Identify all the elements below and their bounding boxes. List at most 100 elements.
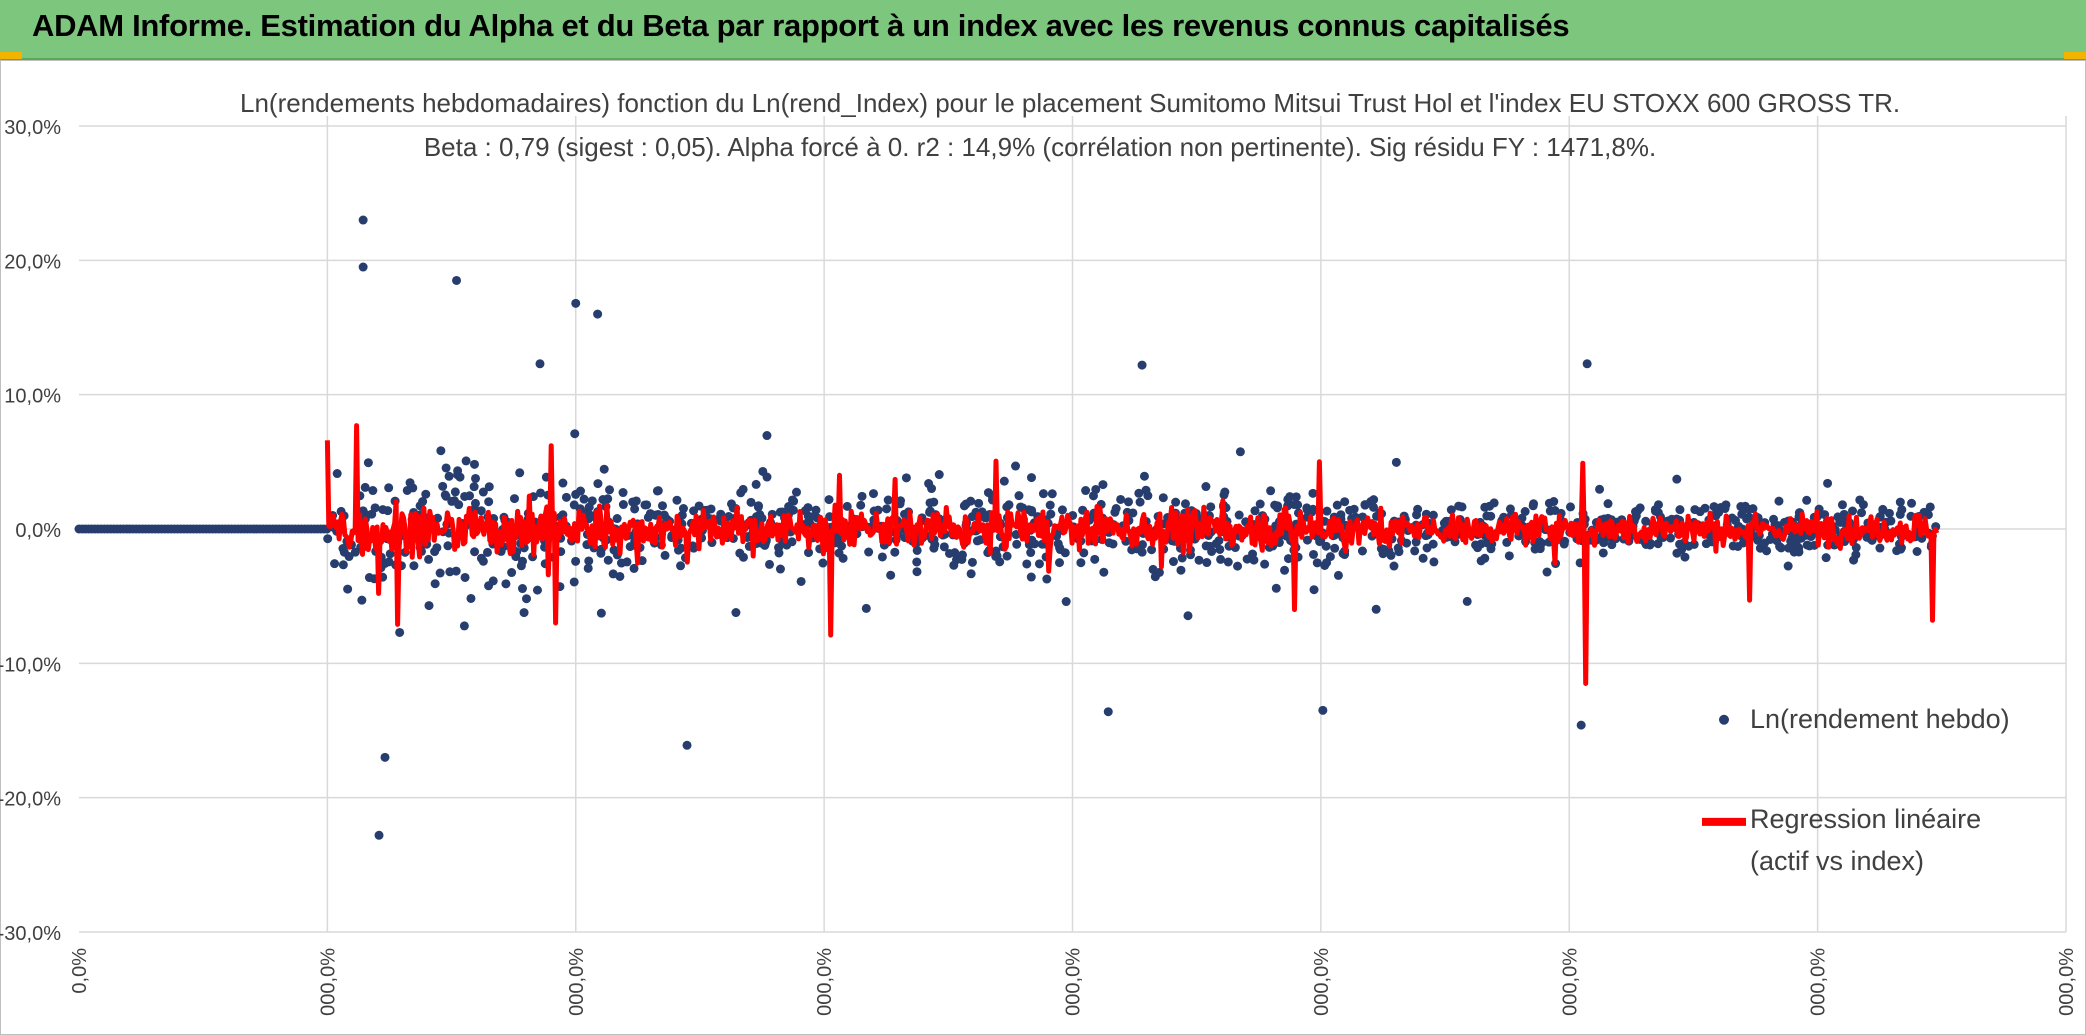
scatter-point <box>811 505 821 515</box>
scatter-point <box>682 740 692 750</box>
scatter-point <box>323 534 333 544</box>
scatter-point <box>571 556 581 566</box>
scatter-point <box>1595 484 1605 494</box>
scatter-point <box>1103 707 1113 717</box>
scatter-point <box>350 547 360 557</box>
scatter-point <box>517 584 527 594</box>
scatter-point <box>338 560 348 570</box>
scatter-point <box>1135 497 1145 507</box>
scatter-point <box>1486 544 1496 554</box>
scatter-point <box>991 546 1001 556</box>
scatter-point <box>384 557 394 567</box>
scatter-point <box>1280 565 1290 575</box>
scatter-point <box>596 608 606 618</box>
scatter-point <box>1235 447 1245 457</box>
scatter-point <box>460 572 470 582</box>
scatter-point <box>1542 567 1552 577</box>
scatter-point <box>912 567 922 577</box>
scatter-point <box>1026 548 1036 558</box>
scatter-point <box>1180 499 1190 509</box>
scatter-point <box>569 577 579 587</box>
scatter-point <box>1018 503 1028 513</box>
scatter-point <box>593 479 603 489</box>
scatter-point <box>1857 508 1867 518</box>
scatter-point <box>1476 556 1486 566</box>
y-tick-label: 30,0% <box>4 117 61 139</box>
scatter-point <box>363 458 373 468</box>
scatter-point <box>1760 538 1770 548</box>
scatter-point <box>1728 541 1738 551</box>
scatter-point <box>432 543 442 553</box>
scatter-point <box>1389 561 1399 571</box>
scatter-point <box>501 579 511 589</box>
scatter-point <box>1410 546 1420 556</box>
scatter-point <box>1308 549 1318 559</box>
scatter-point <box>877 552 887 562</box>
scatter-point <box>689 506 699 516</box>
scatter-point <box>966 569 976 579</box>
scatter-point <box>1260 559 1270 569</box>
scatter-point <box>466 593 476 603</box>
scatter-point <box>678 504 688 514</box>
scatter-point <box>787 537 797 547</box>
scatter-point <box>558 478 568 488</box>
scatter-point <box>1183 611 1193 621</box>
scatter-point <box>1321 541 1331 551</box>
scatter-point <box>1255 499 1265 509</box>
scatter-point <box>1034 559 1044 569</box>
scatter-point <box>484 497 494 507</box>
scatter-point <box>424 554 434 564</box>
scatter-point <box>1907 498 1917 508</box>
scatter-point <box>1099 567 1109 577</box>
scatter-point <box>1393 543 1403 553</box>
scatter-point <box>818 558 828 568</box>
x-tick-label: 0,0% <box>69 948 91 994</box>
x-tick-label: 000,0% <box>1808 948 1830 1016</box>
scatter-point <box>476 553 486 563</box>
scatter-point <box>358 215 368 225</box>
report-banner: ADAM Informe. Estimation du Alpha et du … <box>0 0 2086 60</box>
report-title: ADAM Informe. Estimation du Alpha et du … <box>32 8 1570 43</box>
scatter-point <box>1784 543 1794 553</box>
scatter-point <box>368 486 378 496</box>
scatter-point <box>1249 555 1259 565</box>
scatter-point <box>784 502 794 512</box>
scatter-point <box>1061 597 1071 607</box>
scatter-point <box>1046 509 1056 519</box>
scatter-point <box>838 553 848 563</box>
scatter-point <box>1026 473 1036 483</box>
scatter-point <box>652 486 662 496</box>
scatter-point <box>1528 501 1538 511</box>
scatter-point <box>912 557 922 567</box>
chart-title: Ln(rendements hebdomadaires) fonction du… <box>240 88 1901 118</box>
scatter-point <box>469 459 479 469</box>
scatter-point <box>868 489 878 499</box>
scatter-point <box>1047 489 1057 499</box>
scatter-point <box>1332 500 1342 510</box>
scatter-point <box>1821 553 1831 563</box>
scatter-point <box>1011 461 1021 471</box>
scatter-point <box>1285 492 1295 502</box>
scatter-point <box>864 547 874 557</box>
scatter-point <box>731 608 741 618</box>
scatter-point <box>1730 516 1740 526</box>
scatter-point <box>738 484 748 494</box>
scatter-point <box>1631 511 1641 521</box>
scatter-point <box>861 603 871 613</box>
scatter-point <box>1884 508 1894 518</box>
scatter-point <box>1422 543 1432 553</box>
scatter-point <box>1312 558 1322 568</box>
scatter-point <box>901 473 911 483</box>
scatter-point <box>445 567 455 577</box>
scatter-point <box>1242 554 1252 564</box>
scatter-point <box>1137 360 1147 370</box>
scatter-point <box>358 262 368 272</box>
scatter-point <box>1270 500 1280 510</box>
scatter-point <box>676 543 686 553</box>
scatter-point <box>1201 482 1211 492</box>
scatter-point <box>409 561 419 571</box>
scatter-point <box>1428 510 1438 520</box>
scatter-point <box>360 482 370 492</box>
scatter-point <box>370 503 380 513</box>
